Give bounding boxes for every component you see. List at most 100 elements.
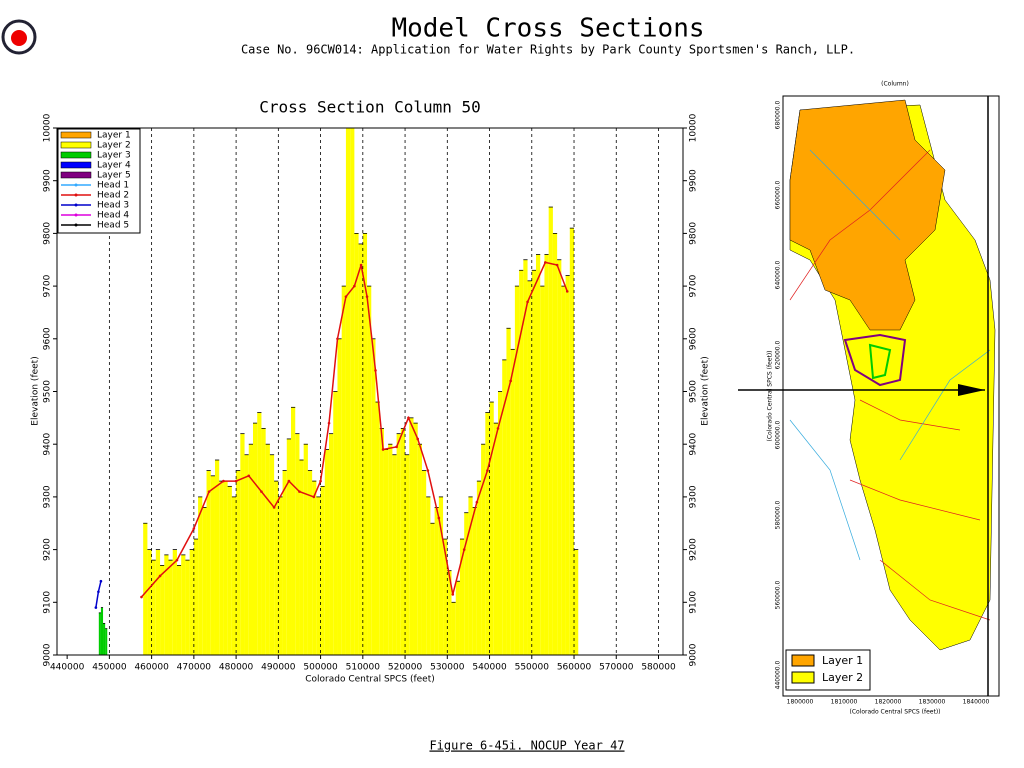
x-tick-label: 480000 [219,663,254,673]
head-point [94,606,98,609]
layer-cell [358,243,363,655]
head-point [99,579,103,583]
layer-cell [421,470,427,655]
y2-tick-label: 9900 [689,169,699,192]
map-legend-swatch [791,671,815,684]
x-tick-label: 530000 [430,663,465,673]
map-y-tick-label: 580000.0 [775,501,782,530]
layer-cell [468,496,473,655]
layer-cell [536,254,541,656]
layer-cell [371,338,376,655]
legend-swatch [60,171,92,179]
x-tick-label: 500000 [303,663,338,673]
layer-cell [160,565,165,655]
map-arrowhead [958,384,985,396]
y2-tick-label: 9600 [689,327,699,350]
head-point [407,416,410,420]
layer-cell [443,539,448,655]
head-point [462,548,466,551]
layer-cell [497,391,503,655]
head-point [298,490,301,493]
layer-cell [413,423,418,655]
head-point [416,437,420,441]
layer-cell [489,402,494,655]
map-x-tick-label: 1810000 [831,699,858,706]
head-point [327,421,331,425]
layer-cell [236,470,241,655]
layer-cell [265,444,270,655]
layer-cell [544,254,549,656]
head-point [486,469,489,472]
head-point [426,469,430,472]
y2-axis-label: Elevation (feet) [701,356,711,425]
logo-apple [11,30,27,46]
x-tick-label: 580000 [641,663,676,673]
layer-cell [464,512,469,655]
legend-label: Head 1 [97,181,129,191]
head-point [175,558,179,562]
layer-cell [506,328,511,655]
layer-cell [476,481,482,655]
layer-cell [333,391,338,655]
legend-swatch [60,131,92,139]
layer-cell [193,539,199,655]
layer-cell [219,481,224,655]
layer-cell [362,233,368,655]
layer-cell [231,496,237,655]
head-point [543,261,547,264]
map-y-tick-label: 640000.0 [775,261,782,290]
head-point [158,574,162,578]
head-point [374,369,377,372]
layer-cell [269,454,275,655]
layer-cell [206,470,211,655]
layer-cell [324,449,330,655]
x-tick-label: 540000 [472,663,507,673]
y-tick-label: 9700 [43,274,53,297]
map-y-tick-label: 680000.0 [775,101,782,130]
map-top-label: (Column) [881,81,909,88]
layer-cell [367,286,372,655]
map-y-tick-label: 620000.0 [775,341,782,370]
layer-cell [100,607,104,655]
y-tick-label: 9100 [43,591,53,614]
legend-label: Layer 3 [97,151,131,161]
layer-cell [341,286,346,655]
layer-cell [574,549,579,655]
y2-tick-label: 9000 [689,643,699,666]
y-tick-label: 9500 [43,380,53,403]
layer-cell [164,554,169,655]
layer-cell [565,275,570,655]
head-point [365,295,369,298]
layer-cell [227,486,232,655]
legend-dot [74,193,78,197]
legend-swatch [60,141,92,149]
layer-cell [459,539,465,655]
head-point [437,516,441,520]
legend-label: Head 2 [97,191,129,201]
legend-label: Head 5 [97,221,129,231]
y2-tick-label: 9700 [689,274,699,297]
head-point [526,300,529,304]
layer-cell [244,454,249,655]
map-y-tick-label: 600000.0 [775,421,782,450]
map-streams [789,149,991,621]
layer-cell [329,433,334,655]
plot: 440000 450000 460000 470000 480000 490000 5000… [43,113,699,672]
legend-label: Head 3 [97,201,129,211]
map-y-tick-label: 560000.0 [775,581,782,610]
map-layer3 [868,343,892,380]
y-tick-label: 9800 [43,222,53,245]
y-tick-label: 9300 [43,485,53,508]
y2-tick-label: 9800 [689,222,699,245]
layer-cell [261,428,266,655]
head-point [234,479,238,483]
y-tick-label: 9900 [43,169,53,192]
head-point [222,479,225,483]
y-axis-label: Elevation (feet) [31,356,41,425]
layer-cell [337,338,342,655]
head-point [336,337,339,341]
plot-frame [56,127,684,656]
legend-label: Layer 4 [97,161,131,171]
layer-cell [147,549,152,655]
